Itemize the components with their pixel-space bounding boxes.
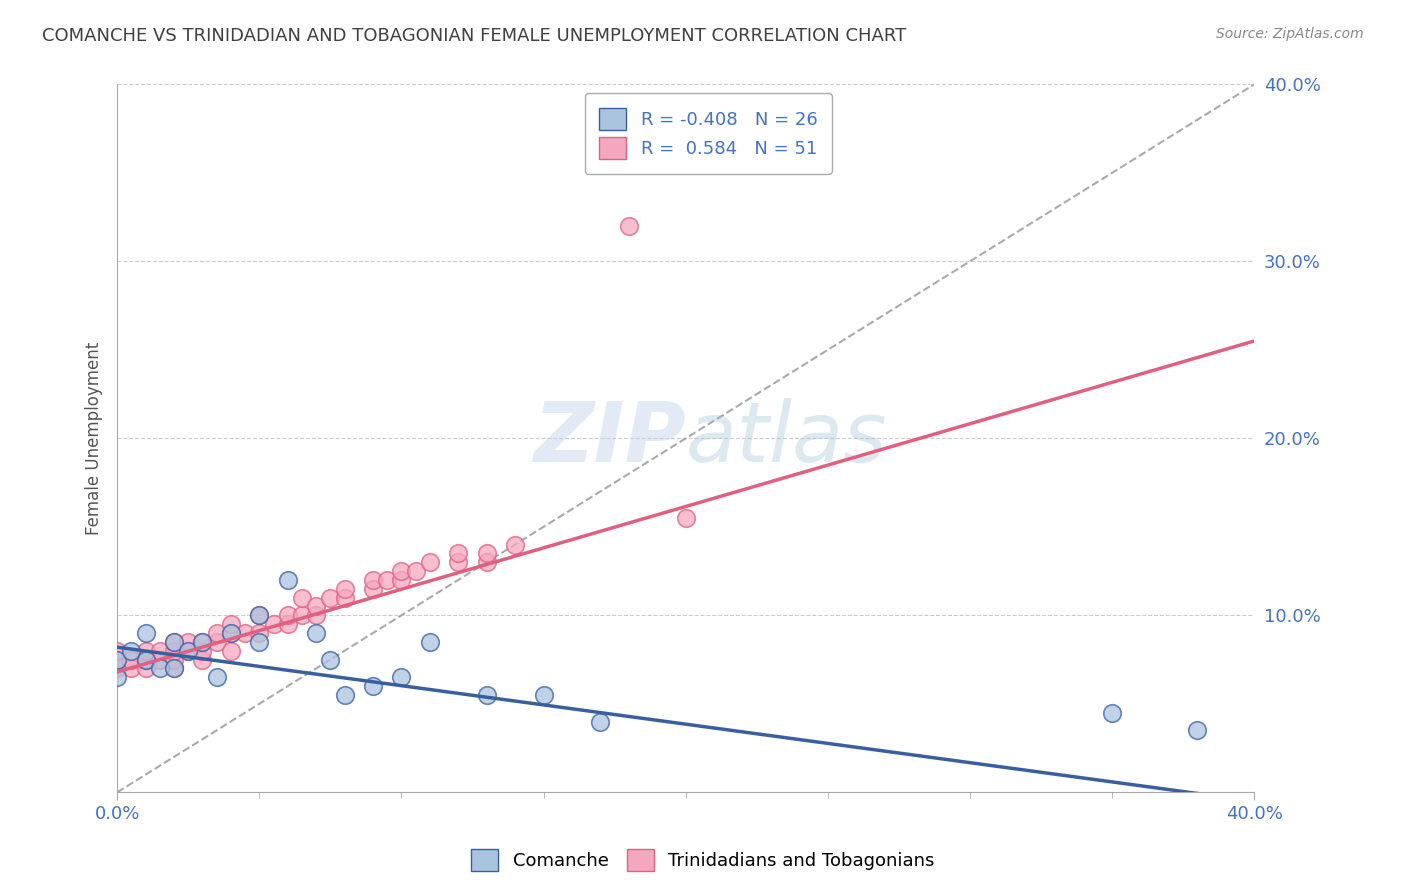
Point — [305, 608, 328, 623]
Point — [375, 573, 398, 587]
Point — [533, 688, 555, 702]
Point — [247, 626, 270, 640]
Point — [319, 591, 342, 605]
Point — [135, 661, 157, 675]
Point — [277, 573, 299, 587]
Point — [105, 670, 128, 684]
Point — [163, 652, 186, 666]
Point — [419, 555, 441, 569]
Point — [149, 661, 172, 675]
Point — [247, 608, 270, 623]
Point — [475, 546, 498, 560]
Point — [191, 652, 214, 666]
Point — [675, 511, 697, 525]
Legend: R = -0.408   N = 26, R =  0.584   N = 51: R = -0.408 N = 26, R = 0.584 N = 51 — [585, 94, 832, 174]
Point — [149, 652, 172, 666]
Point — [333, 591, 356, 605]
Point — [277, 608, 299, 623]
Point — [177, 644, 200, 658]
Text: atlas: atlas — [686, 398, 887, 479]
Point — [305, 599, 328, 614]
Point — [361, 679, 384, 693]
Point — [163, 661, 186, 675]
Text: Source: ZipAtlas.com: Source: ZipAtlas.com — [1216, 27, 1364, 41]
Point — [391, 573, 413, 587]
Point — [391, 670, 413, 684]
Point — [163, 635, 186, 649]
Point — [391, 564, 413, 578]
Point — [291, 608, 314, 623]
Text: ZIP: ZIP — [533, 398, 686, 479]
Point — [163, 635, 186, 649]
Point — [361, 582, 384, 596]
Point — [589, 714, 612, 729]
Point — [191, 635, 214, 649]
Point — [105, 652, 128, 666]
Point — [120, 661, 142, 675]
Point — [277, 617, 299, 632]
Point — [233, 626, 256, 640]
Point — [305, 626, 328, 640]
Point — [319, 652, 342, 666]
Point — [333, 582, 356, 596]
Point — [291, 591, 314, 605]
Point — [219, 626, 242, 640]
Text: COMANCHE VS TRINIDADIAN AND TOBAGONIAN FEMALE UNEMPLOYMENT CORRELATION CHART: COMANCHE VS TRINIDADIAN AND TOBAGONIAN F… — [42, 27, 907, 45]
Point — [419, 635, 441, 649]
Point — [475, 555, 498, 569]
Point — [191, 644, 214, 658]
Point — [135, 652, 157, 666]
Point — [503, 537, 526, 551]
Point — [475, 688, 498, 702]
Point — [135, 626, 157, 640]
Point — [361, 573, 384, 587]
Legend: Comanche, Trinidadians and Tobagonians: Comanche, Trinidadians and Tobagonians — [464, 842, 942, 879]
Point — [263, 617, 285, 632]
Point — [205, 670, 228, 684]
Point — [105, 661, 128, 675]
Point — [135, 652, 157, 666]
Point — [1101, 706, 1123, 720]
Point — [219, 626, 242, 640]
Point — [120, 644, 142, 658]
Point — [149, 644, 172, 658]
Point — [163, 644, 186, 658]
Point — [447, 555, 470, 569]
Point — [105, 644, 128, 658]
Point — [205, 626, 228, 640]
Point — [617, 219, 640, 233]
Point — [120, 652, 142, 666]
Point — [1187, 723, 1209, 738]
Point — [247, 635, 270, 649]
Point — [163, 661, 186, 675]
Point — [177, 635, 200, 649]
Point — [105, 652, 128, 666]
Point — [177, 644, 200, 658]
Point — [447, 546, 470, 560]
Point — [219, 617, 242, 632]
Point — [135, 644, 157, 658]
Point — [219, 644, 242, 658]
Point — [247, 608, 270, 623]
Point — [333, 688, 356, 702]
Point — [205, 635, 228, 649]
Point — [191, 635, 214, 649]
Y-axis label: Female Unemployment: Female Unemployment — [86, 342, 103, 535]
Point — [405, 564, 427, 578]
